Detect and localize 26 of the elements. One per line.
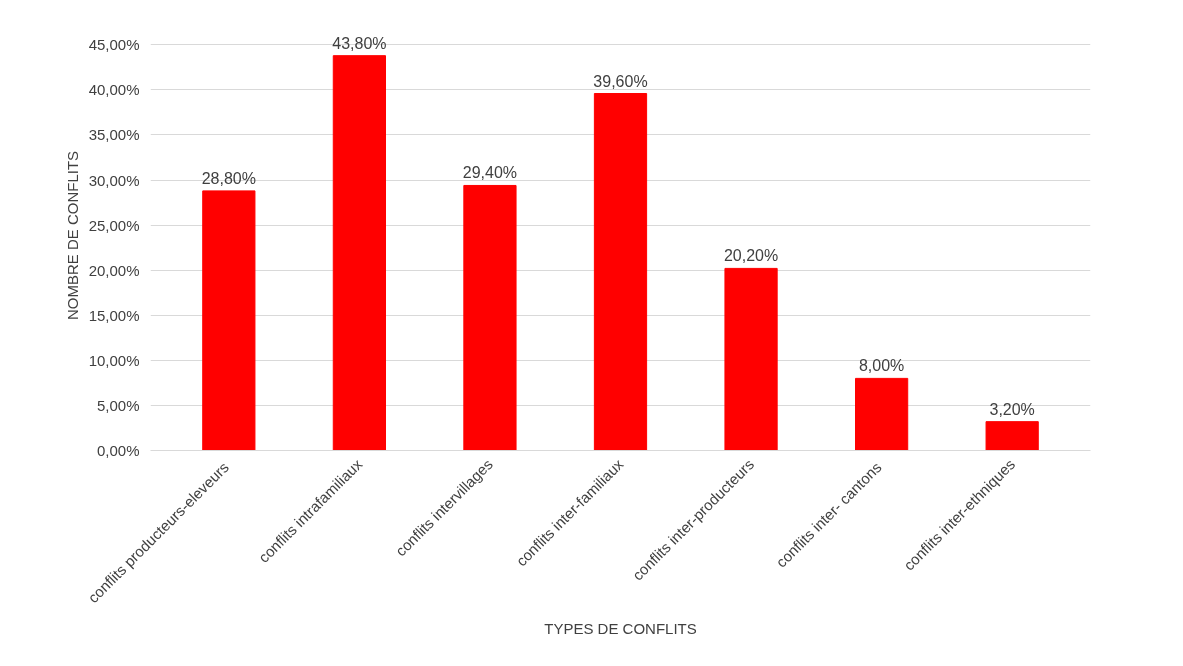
data-label: 43,80% [332,34,387,52]
data-label: 29,40% [462,164,518,182]
data-label: 3,20% [989,400,1035,418]
bar [593,93,648,451]
data-label: 39,60% [593,72,648,90]
data-label: 8,00% [858,357,905,375]
data-label: 28,80% [201,169,256,187]
y-tick-label: 45,00% [88,36,140,54]
bar [202,190,256,451]
bar [985,421,1039,451]
bar [855,377,909,451]
data-label: 20,20% [723,247,779,265]
y-axis-title: NOMBRE DE CONFLITS [63,150,81,321]
bar [332,55,386,451]
bar [463,184,517,451]
bar [724,267,778,451]
y-tick-label: 40,00% [88,81,140,99]
y-tick-label: 5,00% [96,396,140,414]
y-tick-label: 30,00% [88,171,140,189]
y-tick-label: 25,00% [88,216,140,234]
y-tick-label: 10,00% [88,351,140,369]
y-tick-label: 0,00% [96,442,140,459]
y-tick-label: 20,00% [88,261,140,279]
y-tick-label: 15,00% [88,306,140,324]
x-axis-title: TYPES DE CONFLITS [544,620,697,638]
y-tick-label: 35,00% [88,126,140,144]
